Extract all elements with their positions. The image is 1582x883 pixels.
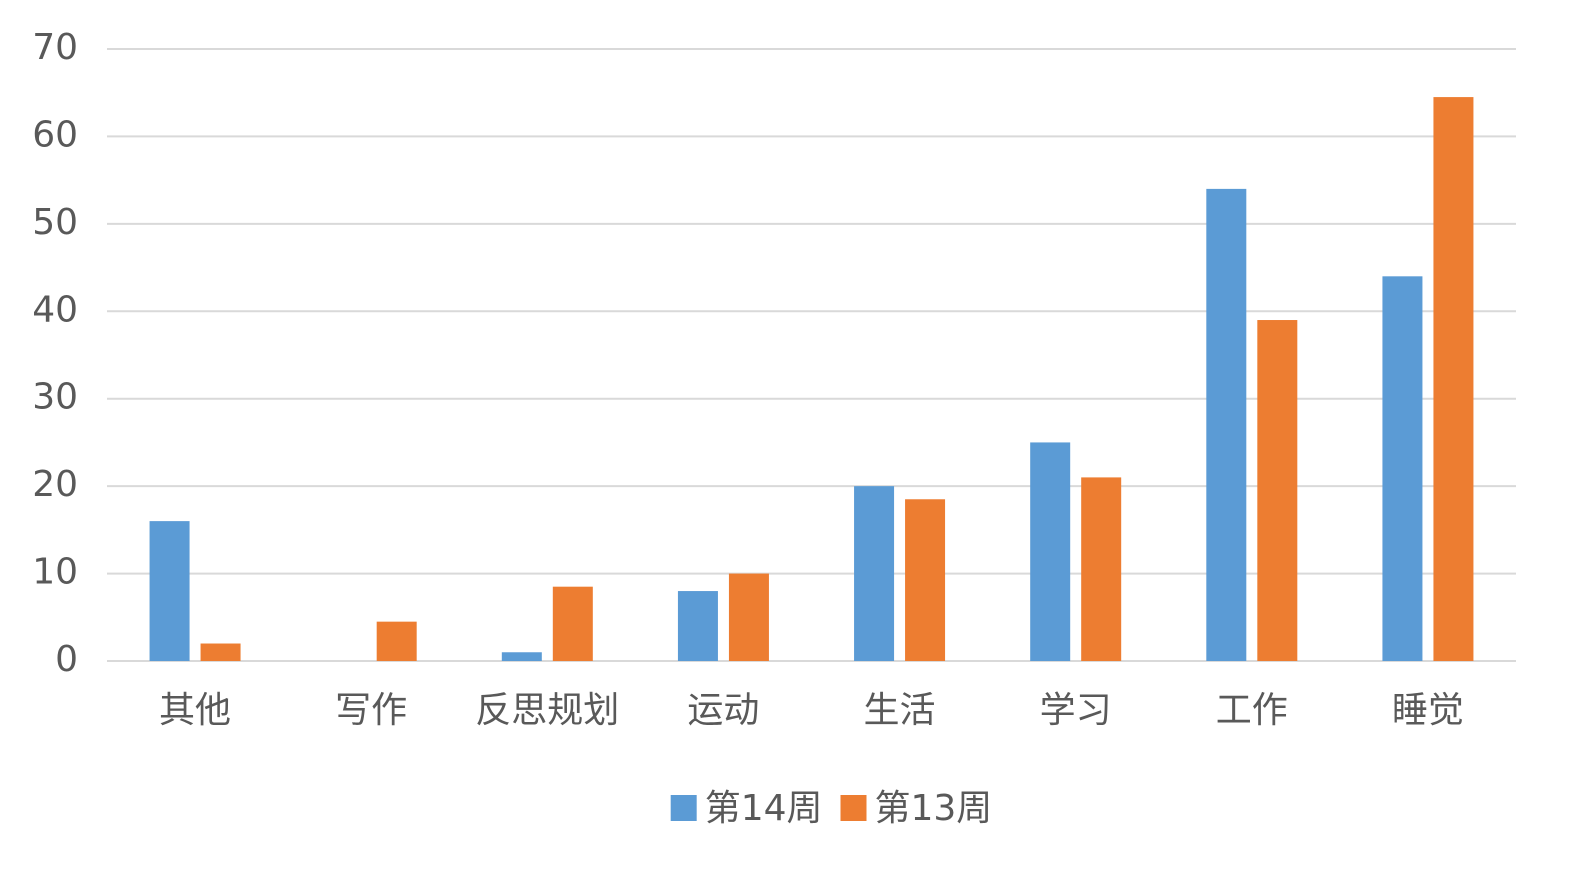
x-tick-label: 运动 [687, 690, 759, 731]
legend-swatch [840, 795, 867, 821]
bar [1382, 276, 1423, 661]
x-tick-label: 生活 [864, 690, 936, 731]
bar [501, 652, 542, 661]
bar [1433, 97, 1474, 662]
legend-label: 第14周 [705, 788, 823, 829]
x-tick-label: 反思规划 [475, 690, 619, 731]
bar [854, 486, 895, 661]
legend-swatch [670, 795, 697, 821]
bar [1257, 320, 1298, 661]
y-tick-label: 70 [32, 27, 78, 68]
legend-label: 第13周 [875, 788, 993, 829]
y-tick-label: 20 [32, 464, 78, 505]
x-tick-label: 睡觉 [1392, 690, 1464, 731]
y-tick-label: 60 [32, 114, 78, 155]
bar [728, 573, 769, 661]
x-tick-label: 学习 [1040, 690, 1112, 731]
bar [1206, 188, 1247, 661]
bar [1030, 442, 1071, 661]
bar [677, 591, 718, 661]
bar [149, 521, 190, 661]
bar [376, 621, 417, 661]
bar [1081, 477, 1122, 661]
x-tick-label: 其他 [159, 690, 231, 731]
y-tick-label: 50 [32, 202, 78, 243]
bar [905, 499, 946, 661]
x-tick-label: 工作 [1216, 690, 1288, 731]
x-tick-label: 写作 [335, 690, 407, 731]
y-tick-label: 30 [32, 377, 78, 418]
y-tick-label: 40 [32, 289, 78, 330]
y-tick-label: 0 [55, 639, 78, 680]
bar [200, 643, 241, 661]
bar [552, 586, 593, 661]
y-tick-label: 10 [32, 552, 78, 593]
